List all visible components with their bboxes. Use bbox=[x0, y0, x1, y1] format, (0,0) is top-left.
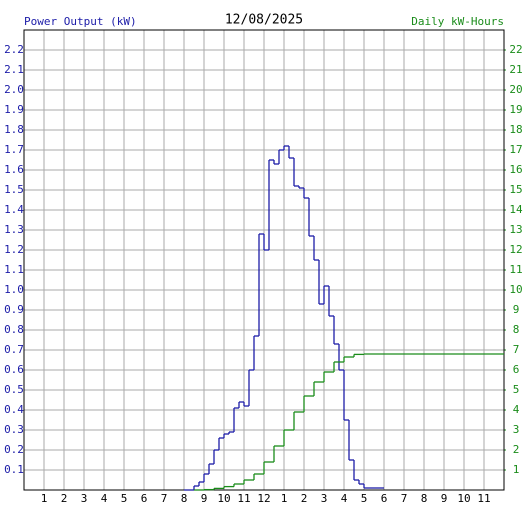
y2-tick-label: 15 bbox=[509, 183, 522, 196]
x-tick-label: 8 bbox=[421, 492, 428, 505]
x-tick-label: 1 bbox=[41, 492, 48, 505]
chart-title: 12/08/2025 bbox=[225, 13, 303, 28]
x-tick-label: 4 bbox=[101, 492, 108, 505]
y2-tick-label: 21 bbox=[509, 63, 522, 76]
y-tick-label: 0.9 bbox=[4, 303, 24, 316]
plot-border bbox=[23, 29, 505, 491]
y-tick-label: 0.4 bbox=[4, 403, 24, 416]
y-tick-label: 1.2 bbox=[4, 243, 24, 256]
y2-tick-label: 22 bbox=[509, 43, 522, 56]
y2-tick-label: 17 bbox=[509, 143, 522, 156]
x-tick-label: 3 bbox=[321, 492, 328, 505]
y-tick-label: 1.7 bbox=[4, 143, 24, 156]
y2-tick-label: 19 bbox=[509, 103, 522, 116]
y2-tick-label: 7 bbox=[513, 343, 520, 356]
x-tick-label: 2 bbox=[301, 492, 308, 505]
y-tick-label: 1.1 bbox=[4, 263, 24, 276]
x-tick-label: 4 bbox=[341, 492, 348, 505]
y-tick-label: 1.3 bbox=[4, 223, 24, 236]
y-tick-label: 0.1 bbox=[4, 463, 24, 476]
x-tick-label: 5 bbox=[121, 492, 128, 505]
x-tick-label: 10 bbox=[457, 492, 470, 505]
y-tick-label: 0.3 bbox=[4, 423, 24, 436]
x-tick-label: 6 bbox=[381, 492, 388, 505]
y-tick-label: 2.1 bbox=[4, 63, 24, 76]
y-tick-label: 0.8 bbox=[4, 323, 24, 336]
y-tick-label: 1.6 bbox=[4, 163, 24, 176]
y-tick-label: 0.5 bbox=[4, 383, 24, 396]
y2-tick-label: 1 bbox=[513, 463, 520, 476]
y-tick-label: 0.6 bbox=[4, 363, 24, 376]
y2-tick-label: 13 bbox=[509, 223, 522, 236]
y-tick-label: 1.9 bbox=[4, 103, 24, 116]
x-tick-label: 7 bbox=[401, 492, 408, 505]
y2-tick-label: 3 bbox=[513, 423, 520, 436]
y2-tick-label: 16 bbox=[509, 163, 522, 176]
y2-axis-label: Daily kW-Hours bbox=[411, 15, 504, 28]
x-tick-label: 12 bbox=[257, 492, 270, 505]
y-axis-label: Power Output (kW) bbox=[24, 15, 137, 28]
x-tick-label: 3 bbox=[81, 492, 88, 505]
x-tick-label: 10 bbox=[217, 492, 230, 505]
y-tick-label: 0.7 bbox=[4, 343, 24, 356]
y-tick-label: 2.0 bbox=[4, 83, 24, 96]
x-tick-label: 2 bbox=[61, 492, 68, 505]
y2-tick-label: 11 bbox=[509, 263, 522, 276]
y2-tick-label: 9 bbox=[513, 303, 520, 316]
y2-tick-label: 20 bbox=[509, 83, 522, 96]
x-tick-label: 7 bbox=[161, 492, 168, 505]
y-tick-label: 1.0 bbox=[4, 283, 24, 296]
x-tick-label: 6 bbox=[141, 492, 148, 505]
y2-tick-label: 10 bbox=[509, 283, 522, 296]
y2-tick-label: 6 bbox=[513, 363, 520, 376]
y-tick-label: 2.2 bbox=[4, 43, 24, 56]
x-tick-label: 9 bbox=[441, 492, 448, 505]
y-tick-label: 1.8 bbox=[4, 123, 24, 136]
y2-tick-label: 2 bbox=[513, 443, 520, 456]
x-tick-label: 8 bbox=[181, 492, 188, 505]
x-tick-label: 1 bbox=[281, 492, 288, 505]
x-tick-label: 9 bbox=[201, 492, 208, 505]
y2-tick-label: 5 bbox=[513, 383, 520, 396]
x-tick-label: 11 bbox=[477, 492, 490, 505]
x-tick-label: 11 bbox=[237, 492, 250, 505]
y-tick-label: 0.2 bbox=[4, 443, 24, 456]
y2-tick-label: 4 bbox=[513, 403, 520, 416]
y2-tick-label: 14 bbox=[509, 203, 523, 216]
y-tick-label: 1.5 bbox=[4, 183, 24, 196]
y2-tick-label: 8 bbox=[513, 323, 520, 336]
x-tick-label: 5 bbox=[361, 492, 368, 505]
y2-tick-label: 12 bbox=[509, 243, 522, 256]
y-tick-label: 1.4 bbox=[4, 203, 24, 216]
y2-tick-label: 18 bbox=[509, 123, 522, 136]
